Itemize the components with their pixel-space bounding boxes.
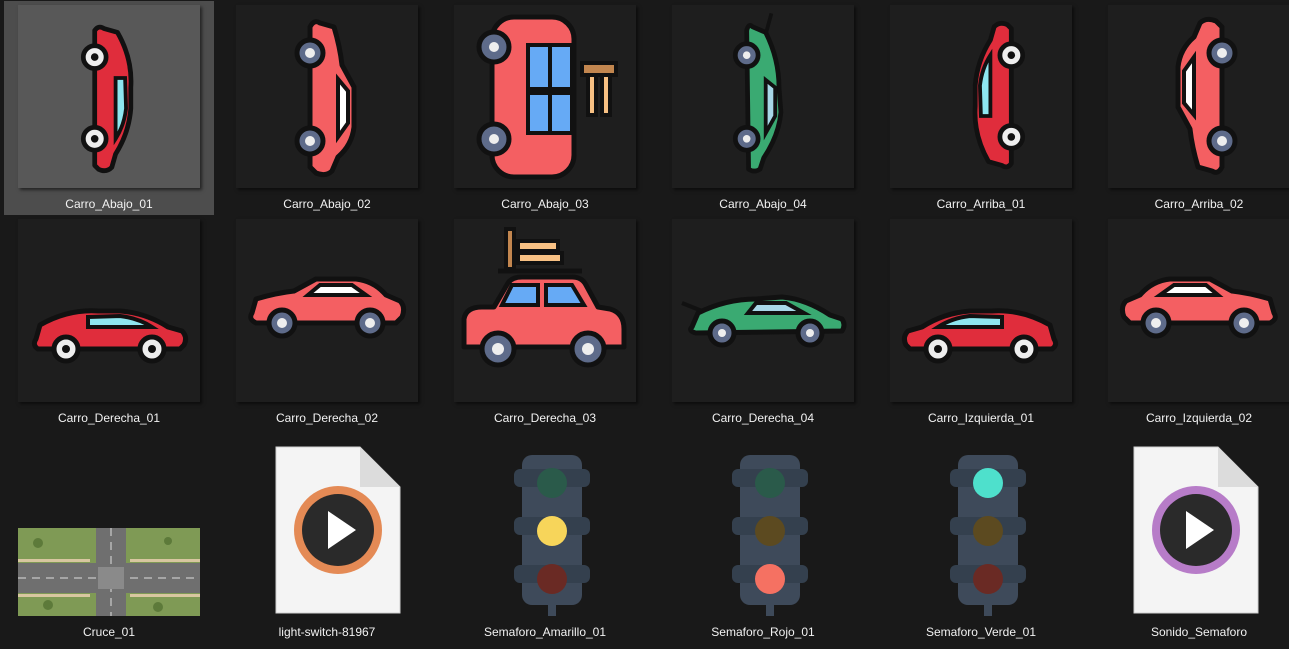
file-thumbnail <box>236 433 418 616</box>
file-item[interactable]: Carro_Abajo_03 <box>440 1 650 215</box>
file-name: Carro_Abajo_02 <box>283 197 371 211</box>
file-item[interactable]: Carro_Arriba_01 <box>876 1 1086 215</box>
file-item[interactable]: Carro_Izquierda_02 <box>1094 215 1289 429</box>
car-red-left-icon <box>901 308 1059 364</box>
file-thumbnail <box>672 5 854 188</box>
file-item[interactable]: Semaforo_Amarillo_01 <box>440 429 650 643</box>
car-luggage-right-icon <box>461 227 627 368</box>
file-thumbnail <box>236 5 418 188</box>
file-item[interactable]: Semaforo_Rojo_01 <box>658 429 868 643</box>
car-luggage-top-down-icon <box>476 14 618 180</box>
traffic-light-green-icon <box>950 455 1026 616</box>
file-item[interactable]: Sonido_Semaforo <box>1094 429 1289 643</box>
file-thumbnail <box>1108 5 1289 188</box>
file-name: Carro_Abajo_01 <box>65 197 153 211</box>
file-item[interactable]: Carro_Izquierda_01 <box>876 215 1086 429</box>
file-name: Cruce_01 <box>82 625 136 639</box>
car-red-top-down-icon <box>80 24 134 174</box>
car-red-right-icon <box>31 308 189 364</box>
file-thumbnail <box>672 433 854 616</box>
file-item[interactable]: Semaforo_Verde_01 <box>876 429 1086 643</box>
file-thumbnail <box>1108 433 1289 616</box>
file-name: Semaforo_Amarillo_01 <box>483 625 607 639</box>
file-item[interactable]: Carro_Derecha_01 <box>4 215 214 429</box>
file-item[interactable]: Carro_Derecha_03 <box>440 215 650 429</box>
file-thumbnail <box>890 5 1072 188</box>
file-item[interactable]: light-switch-81967 <box>222 429 432 643</box>
car-coral-left-icon <box>1119 276 1278 339</box>
traffic-light-red-icon <box>732 455 808 616</box>
file-thumbnail <box>1108 219 1289 402</box>
file-name: Carro_Abajo_03 <box>501 197 589 211</box>
file-name: Carro_Arriba_01 <box>936 197 1026 211</box>
file-thumbnail <box>18 219 200 402</box>
file-thumbnail <box>18 5 200 188</box>
file-item[interactable]: Carro_Derecha_02 <box>222 215 432 429</box>
file-thumbnail <box>890 219 1072 402</box>
car-coral-top-up-icon <box>1175 16 1238 175</box>
file-name: Carro_Izquierda_02 <box>1145 411 1253 425</box>
file-name: Carro_Arriba_02 <box>1154 197 1244 211</box>
traffic-light-yellow-icon <box>514 455 590 616</box>
audio-file-icon <box>1133 446 1259 614</box>
file-name: Carro_Abajo_04 <box>719 197 807 211</box>
car-coral-top-down-icon <box>294 19 357 178</box>
file-thumbnail <box>454 433 636 616</box>
car-green-top-down-icon <box>732 12 784 174</box>
file-item[interactable]: Carro_Derecha_04 <box>658 215 868 429</box>
file-name: Carro_Izquierda_01 <box>927 411 1035 425</box>
file-name: Semaforo_Verde_01 <box>925 625 1037 639</box>
file-name: Carro_Derecha_01 <box>57 411 161 425</box>
audio-file-icon <box>275 446 401 614</box>
file-name: Semaforo_Rojo_01 <box>711 625 815 639</box>
file-thumbnail <box>18 433 200 616</box>
file-name: light-switch-81967 <box>278 625 376 639</box>
file-item[interactable]: Carro_Abajo_04 <box>658 1 868 215</box>
file-thumbnail <box>890 433 1072 616</box>
file-thumbnail <box>672 219 854 402</box>
file-name: Sonido_Semaforo <box>1150 625 1248 639</box>
file-thumbnail <box>454 219 636 402</box>
file-name: Carro_Derecha_03 <box>493 411 597 425</box>
file-thumbnail <box>236 219 418 402</box>
file-item[interactable]: Carro_Arriba_02 <box>1094 1 1289 215</box>
car-red-top-up-icon <box>972 20 1026 170</box>
file-item[interactable]: Carro_Abajo_01 <box>4 1 214 215</box>
file-name: Carro_Derecha_04 <box>711 411 815 425</box>
intersection-map-icon <box>18 528 200 616</box>
file-item[interactable]: Carro_Abajo_02 <box>222 1 432 215</box>
file-name: Carro_Derecha_02 <box>275 411 379 425</box>
car-coral-right-icon <box>248 276 407 339</box>
file-thumbnail <box>454 5 636 188</box>
car-green-right-icon <box>681 294 847 348</box>
file-item[interactable]: Cruce_01 <box>4 429 214 643</box>
